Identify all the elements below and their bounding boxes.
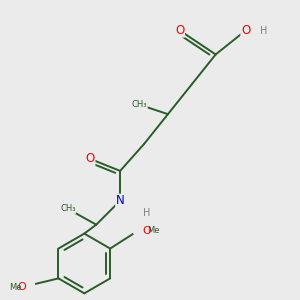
Text: Me: Me: [9, 283, 21, 292]
Text: H: H: [143, 208, 151, 218]
Text: H: H: [260, 26, 267, 36]
Text: O: O: [142, 226, 151, 236]
Text: N: N: [116, 194, 124, 207]
Text: O: O: [17, 282, 26, 292]
Text: O: O: [175, 24, 184, 37]
Text: CH₃: CH₃: [132, 100, 147, 109]
Text: O: O: [241, 24, 250, 37]
Text: CH₃: CH₃: [60, 204, 76, 213]
Text: Me: Me: [147, 226, 159, 235]
Text: O: O: [86, 152, 95, 166]
